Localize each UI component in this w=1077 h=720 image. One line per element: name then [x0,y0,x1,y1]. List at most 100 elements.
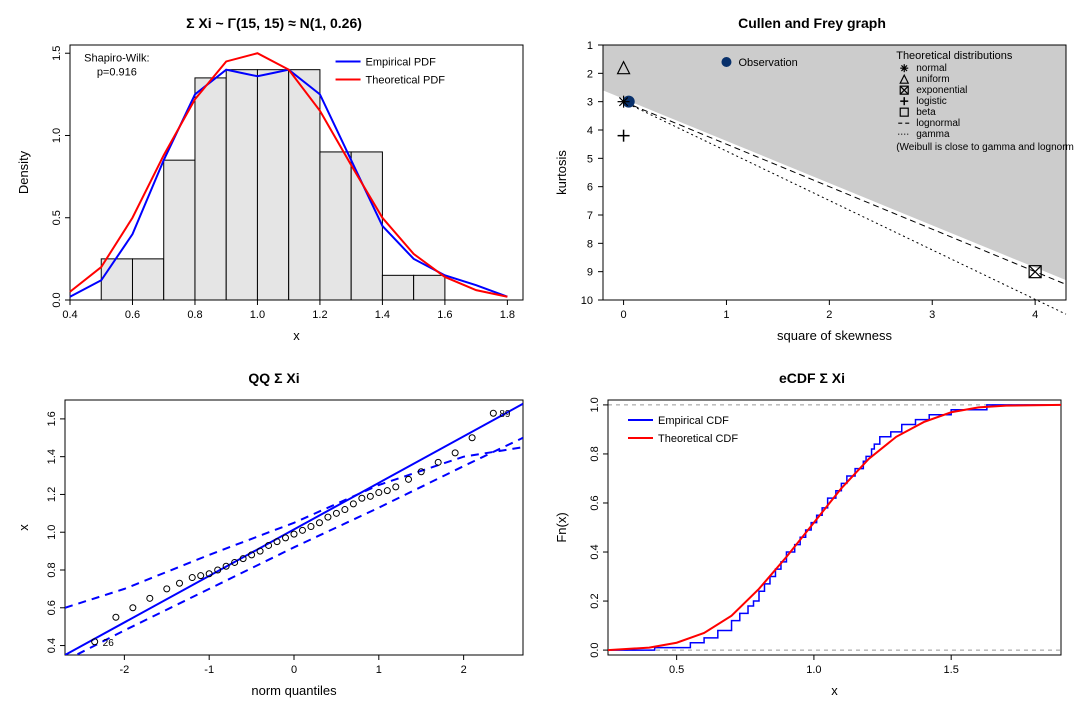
x-tick: 1 [376,664,382,676]
histogram-panel: Σ Xi ~ Γ(15, 15) ≈ N(1, 0.26)0.40.60.81.… [10,10,538,355]
x-label: square of skewness [777,328,892,343]
y-label: x [16,524,31,531]
x-label: x [831,683,838,698]
histogram-svg: Σ Xi ~ Γ(15, 15) ≈ N(1, 0.26)0.40.60.81.… [10,10,538,350]
marker-star [618,96,630,108]
x-tick: 0.5 [669,664,684,676]
qq-point [177,580,183,586]
y-tick: 0.5 [51,210,63,225]
x-tick: -1 [204,664,214,676]
qq-point [452,450,458,456]
qqplot-panel: QQ Σ Xi-2-10120.40.60.81.01.21.41.6norm … [10,365,538,710]
x-tick: 0.8 [187,309,202,321]
y-label: kurtosis [554,150,569,195]
hist-bar [195,78,226,300]
qq-label-lo: 26 [103,638,115,649]
y-tick: 4 [587,125,593,137]
legend-emp: Empirical CDF [658,415,729,427]
qq-point [299,527,305,533]
y-tick: 0.6 [46,600,58,615]
cf-title: Cullen and Frey graph [738,15,886,31]
y-tick: 0.6 [589,495,601,510]
qq-fit-line [65,404,523,655]
x-tick: 1.4 [375,309,390,321]
legend-theo: Theoretical CDF [658,433,738,445]
qq-point [359,495,365,501]
y-tick: 1.2 [46,487,58,502]
qq-point [164,586,170,592]
y-tick: 0.2 [589,593,601,608]
qq-point [469,435,475,441]
legend-emp: Empirical PDF [366,56,437,68]
qq-point [376,490,382,496]
hist-bar [382,275,413,300]
shapiro-annotation: p=0.916 [97,66,137,78]
y-tick: 5 [587,153,593,165]
x-tick: 3 [929,309,935,321]
y-tick: 1.0 [46,525,58,540]
legend-obs: Observation [738,57,797,69]
hist-bar [257,70,288,300]
x-tick: 1.5 [944,664,959,676]
x-tick: 1.6 [437,309,452,321]
y-tick: 0.4 [46,638,58,653]
qq-point [367,493,373,499]
x-tick: 4 [1032,309,1038,321]
x-tick: 1.2 [312,309,327,321]
qq-label-hi: 89 [499,409,511,420]
qq-point [406,476,412,482]
hist-bar [226,70,257,300]
y-tick: 2 [587,68,593,80]
marker-plus [618,130,630,142]
qq-point [147,595,153,601]
x-tick: 0.6 [125,309,140,321]
qq-point [435,459,441,465]
cullen-frey-svg: Cullen and Frey graph0123412345678910squ… [548,10,1076,350]
y-tick: 9 [587,267,593,279]
legend-label: exponential [916,85,967,96]
legend-label: uniform [916,74,949,85]
legend-label: normal [916,63,947,74]
qq-point [325,514,331,520]
qq-point [333,510,339,516]
qq-point [342,507,348,513]
y-tick: 1.0 [589,397,601,412]
qq-point [384,488,390,494]
ecdf-svg: eCDF Σ Xi0.51.01.50.00.20.40.60.81.0xFn(… [548,365,1076,705]
legend-label: lognormal [916,118,960,129]
x-tick: 1 [723,309,729,321]
y-tick: 0.0 [589,642,601,657]
hist-bar [101,259,132,300]
y-label: Fn(x) [554,512,569,542]
hist-bar [414,275,445,300]
qq-point [350,501,356,507]
legend-label: logistic [916,96,947,107]
x-tick: 0 [621,309,627,321]
x-tick: 0 [291,664,297,676]
qqplot-svg: QQ Σ Xi-2-10120.40.60.81.01.21.41.6norm … [10,365,538,705]
qq-title: QQ Σ Xi [248,370,299,386]
x-tick: 1.0 [806,664,821,676]
x-tick: 1.0 [250,309,265,321]
hist-bar [132,259,163,300]
legend-theo: Theoretical PDF [366,74,446,86]
legend-theo-title: Theoretical distributions [896,50,1013,62]
y-tick: 1.4 [46,449,58,464]
legend-note: (Weibull is close to gamma and lognorm [896,142,1074,153]
qq-point [490,410,496,416]
qq-point [130,605,136,611]
legend-label: beta [916,107,936,118]
x-tick: -2 [119,664,129,676]
x-label: x [293,328,300,343]
qq-point [316,520,322,526]
y-tick: 10 [581,295,593,307]
y-tick: 1.5 [51,46,63,61]
y-tick: 0.8 [589,446,601,461]
qq-point [283,535,289,541]
qq-point [308,524,314,530]
hist-bar [164,160,195,300]
y-tick: 8 [587,238,593,250]
y-tick: 6 [587,182,593,194]
qq-lower-band [65,438,523,661]
hist-bar [320,152,351,300]
